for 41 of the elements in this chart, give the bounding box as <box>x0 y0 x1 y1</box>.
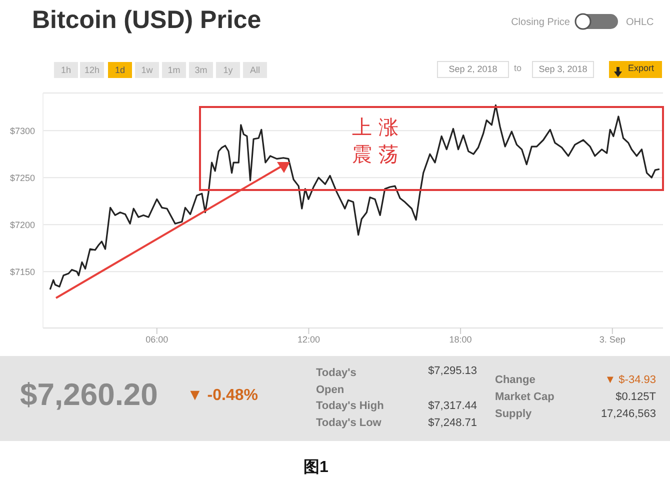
text: Closing Price <box>510 17 570 28</box>
text: 1d <box>108 62 132 78</box>
text: 1m <box>162 62 186 78</box>
text: Sep 3, 2018 <box>532 61 594 78</box>
text: ▼ $-34.93 <box>604 374 656 386</box>
y-tick-label: $7250 <box>10 172 35 183</box>
x-tick-label: 06:00 <box>146 334 168 344</box>
text: 12h <box>80 62 104 78</box>
annotation: 震 荡 <box>352 141 398 168</box>
text: $7,260.20 <box>20 377 158 413</box>
y-tick-label: $7300 <box>10 126 35 136</box>
text: $7,295.13 <box>427 365 477 377</box>
text: ▼ -0.48% <box>187 387 258 405</box>
y-tick-label: $7200 <box>10 220 35 230</box>
text: Sep 2, 2018 <box>437 61 509 78</box>
text: $7,248.71 <box>427 417 477 429</box>
y-tick-label: $7150 <box>10 266 35 277</box>
text: 3m <box>189 62 213 78</box>
x-tick-label: 18:00 <box>449 334 472 344</box>
text: 1y <box>216 62 240 78</box>
text: Today's Open <box>316 366 358 398</box>
text: Today's High <box>316 400 384 412</box>
text: 17,246,563 <box>600 408 656 420</box>
text: 1w <box>135 62 159 78</box>
text: Today's Low <box>316 417 382 429</box>
text: $0.125T <box>614 391 656 403</box>
text: All <box>243 62 267 78</box>
annotation: 上 涨 <box>352 114 398 141</box>
text: Export <box>628 63 654 73</box>
text: OHLC <box>626 17 654 28</box>
text: Market Cap <box>495 391 554 403</box>
line-series <box>49 104 660 290</box>
text: Change <box>495 374 536 386</box>
text: 1h <box>54 62 78 78</box>
text: Supply <box>495 408 532 420</box>
text: to <box>514 63 522 73</box>
x-tick-label: 3. Sep <box>599 334 626 344</box>
caption: 图1 <box>302 458 330 478</box>
chart-title: Bitcoin (USD) Price <box>32 6 262 35</box>
text: $7,317.44 <box>427 400 477 412</box>
x-tick-label: 12:00 <box>297 334 320 344</box>
